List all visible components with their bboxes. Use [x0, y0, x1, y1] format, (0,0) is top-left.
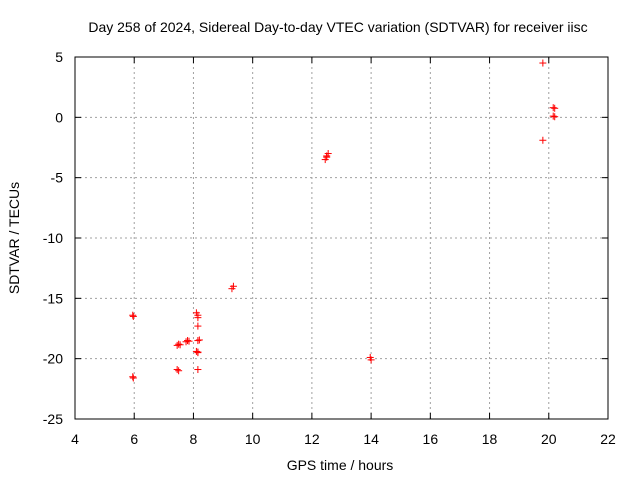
- data-point: [539, 136, 547, 144]
- grid: [75, 57, 608, 419]
- x-tick-label: 6: [130, 431, 138, 447]
- x-tick-label: 8: [190, 431, 198, 447]
- x-tick-label: 10: [245, 431, 261, 447]
- y-tick-label: 5: [55, 49, 63, 65]
- axis-ticks: 4 6 8 10 12 14 16 18 20 22 5 0 -5 -10 -15 -20 -25: [43, 49, 616, 447]
- data-point: [182, 338, 190, 346]
- x-tick-label: 20: [541, 431, 557, 447]
- data-points: [129, 59, 559, 382]
- x-tick-label: 18: [482, 431, 498, 447]
- data-point: [176, 341, 184, 349]
- x-tick-label: 22: [600, 431, 616, 447]
- data-point: [539, 59, 547, 67]
- y-tick-label: 0: [55, 109, 63, 125]
- data-point: [173, 366, 181, 374]
- data-point: [194, 314, 202, 322]
- x-axis-label: GPS time / hours: [287, 457, 394, 473]
- data-point: [185, 337, 193, 345]
- data-point: [229, 282, 237, 290]
- y-axis-label: SDTVAR / TECUs: [6, 182, 22, 294]
- data-point: [194, 348, 202, 356]
- data-point: [323, 152, 331, 160]
- data-point: [173, 341, 181, 349]
- data-point: [129, 312, 137, 320]
- x-tick-label: 14: [363, 431, 379, 447]
- y-tick-label: -15: [43, 290, 63, 306]
- data-point: [549, 112, 557, 120]
- data-point: [194, 322, 202, 330]
- data-point: [175, 367, 183, 375]
- data-point: [551, 104, 559, 112]
- data-point: [129, 373, 137, 381]
- chart-title: Day 258 of 2024, Sidereal Day-to-day VTE…: [88, 19, 587, 35]
- data-point: [184, 337, 192, 345]
- data-point: [549, 104, 557, 112]
- y-tick-label: -25: [43, 411, 63, 427]
- x-tick-label: 16: [423, 431, 439, 447]
- data-point: [367, 356, 375, 364]
- x-tick-label: 12: [304, 431, 320, 447]
- y-tick-label: -20: [43, 351, 63, 367]
- data-point: [551, 113, 559, 121]
- data-point: [192, 347, 200, 355]
- x-tick-label: 4: [71, 431, 79, 447]
- y-tick-label: -5: [51, 170, 64, 186]
- data-point: [129, 374, 137, 382]
- data-point: [194, 337, 202, 345]
- data-point: [194, 366, 202, 374]
- data-point: [195, 336, 203, 344]
- y-tick-label: -10: [43, 230, 63, 246]
- data-point: [175, 340, 183, 348]
- data-point: [129, 311, 137, 319]
